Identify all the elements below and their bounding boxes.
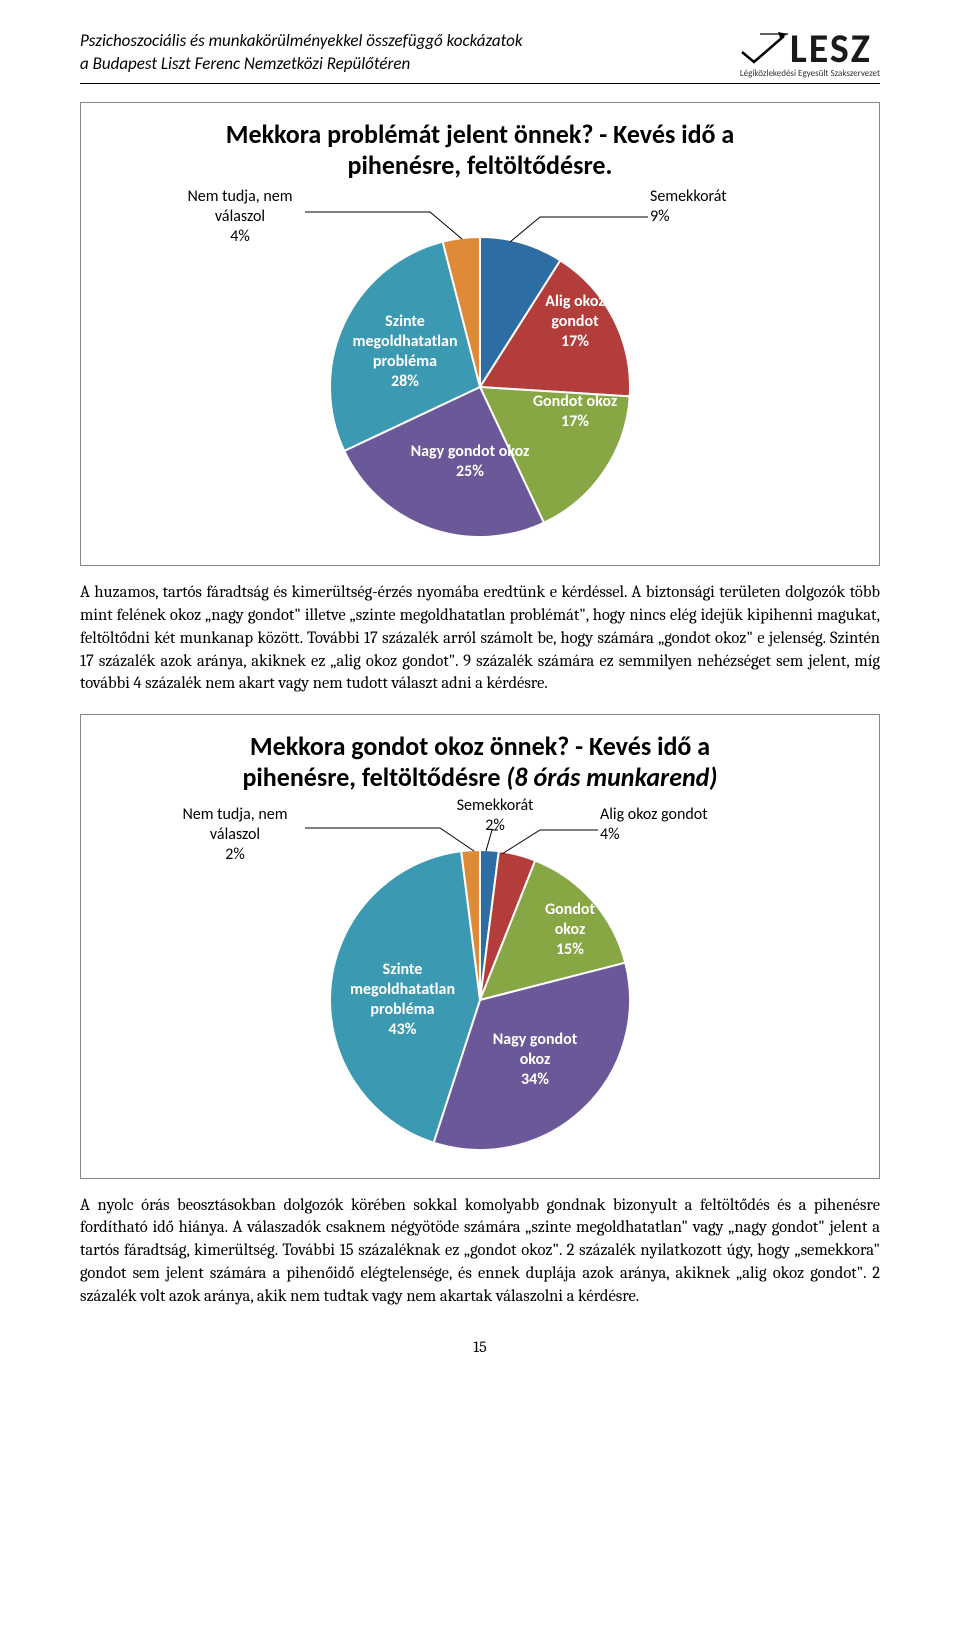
pie-label: Semekkorát2% xyxy=(435,796,555,836)
pie-label: Semekkorát9% xyxy=(650,187,780,227)
chart2-title: Mekkora gondot okoz önnek? - Kevés idő a… xyxy=(93,731,867,793)
paragraph-1: A huzamos, tartós fáradtság és kimerülts… xyxy=(80,582,880,696)
logo-subtitle: Légiközlekedési Egyesült Szakszervezet xyxy=(740,68,880,79)
check-plane-icon xyxy=(740,30,788,66)
header-line1: Pszichoszociális és munkakörülményekkel … xyxy=(80,30,523,53)
pie-label: Alig okoz gondot4% xyxy=(600,805,750,845)
header-title: Pszichoszociális és munkakörülményekkel … xyxy=(80,30,523,76)
pie-label: Nem tudja, nemválaszol4% xyxy=(170,187,310,247)
leader-line xyxy=(305,212,462,239)
chart2-title-l2a: pihenésre, feltöltődésre xyxy=(242,761,506,793)
chart1-title: Mekkora problémát jelent önnek? - Kevés … xyxy=(93,119,867,181)
chart1-box: Mekkora problémát jelent önnek? - Kevés … xyxy=(80,102,880,566)
leader-line xyxy=(510,217,648,242)
pie-label: Gondot okoz17% xyxy=(510,392,640,432)
chart2-box: Mekkora gondot okoz önnek? - Kevés idő a… xyxy=(80,714,880,1178)
page-header: Pszichoszociális és munkakörülményekkel … xyxy=(80,30,880,84)
pie-label: Szintemegoldhatatlanprobléma43% xyxy=(325,960,480,1040)
header-line2: a Budapest Liszt Ferenc Nemzetközi Repül… xyxy=(80,53,523,76)
chart2-title-l2b: (8 órás munkarend) xyxy=(506,761,717,793)
chart1-area: Semekkorát9% Alig okozgondot17% Gondot oko… xyxy=(93,187,867,547)
chart2-area: Semekkorát2%Alig okoz gondot4%Gondotokoz… xyxy=(93,800,867,1160)
pie-label: Nem tudja, nemválaszol2% xyxy=(160,805,310,865)
logo: LESZ Légiközlekedési Egyesült Szakszerve… xyxy=(740,30,880,79)
pie-label: Szintemegoldhatatlanprobléma28% xyxy=(330,312,480,392)
pie-label: Nagy gondot okoz25% xyxy=(385,442,555,482)
paragraph-2: A nyolc órás beosztásokban dolgozók köré… xyxy=(80,1195,880,1309)
chart2-title-l1: Mekkora gondot okoz önnek? - Kevés idő a xyxy=(250,730,710,762)
logo-text: LESZ xyxy=(790,32,872,66)
pie-label: Nagy gondotokoz34% xyxy=(465,1030,605,1090)
chart1-title-l1: Mekkora problémát jelent önnek? - Kevés … xyxy=(226,118,734,150)
pie-label: Gondotokoz15% xyxy=(520,900,620,960)
pie-label: Alig okozgondot17% xyxy=(520,292,630,352)
page-number: 15 xyxy=(80,1338,880,1356)
chart1-title-l2: pihenésre, feltöltődésre. xyxy=(348,149,613,181)
